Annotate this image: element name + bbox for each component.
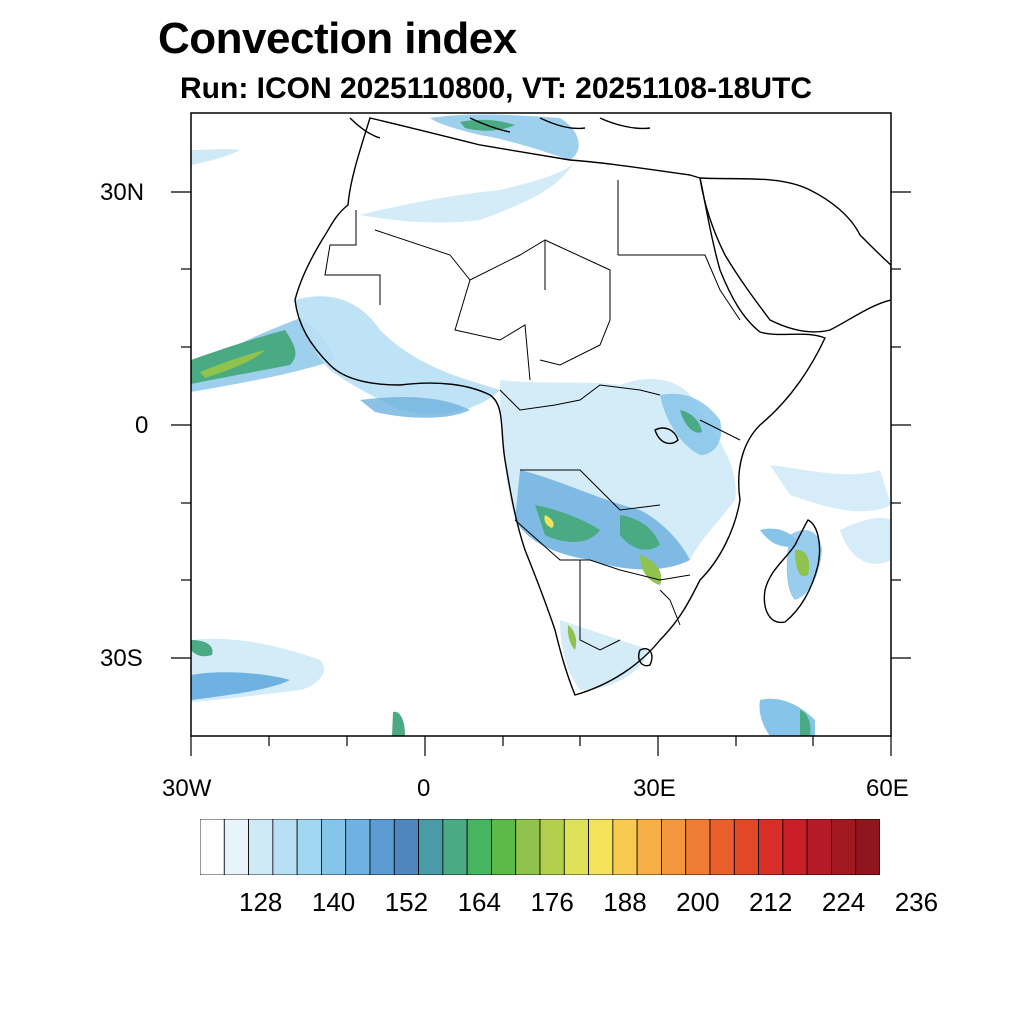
colorbar-swatch — [248, 819, 274, 875]
colorbar-swatch — [369, 819, 395, 875]
lat-label-0: 0 — [135, 412, 149, 439]
colorbar-tick-label: 164 — [457, 887, 501, 917]
borders — [324, 180, 741, 651]
colorbar-swatch — [321, 819, 347, 875]
lon-label-0: 0 — [417, 775, 431, 802]
colorbar-swatch — [831, 819, 857, 875]
colorbar-swatch — [345, 819, 371, 875]
colorbar-tick-label: 188 — [603, 887, 647, 917]
lon-label-30w: 30W — [162, 775, 212, 802]
colorbar-tick-label: 128 — [239, 887, 283, 917]
lon-label-60e: 60E — [866, 775, 909, 802]
colorbar-tick-label: 140 — [311, 887, 356, 917]
colorbar-swatch — [223, 819, 249, 875]
colorbar-tick-label: 236 — [894, 887, 939, 917]
colorbar-swatch — [200, 819, 225, 875]
colorbar-swatch — [393, 819, 419, 875]
lon-label-30e: 30E — [633, 775, 676, 802]
convection-field — [191, 114, 891, 736]
colorbar-swatch — [515, 819, 541, 875]
colorbar-swatch — [563, 819, 589, 875]
lat-label-30s: 30S — [100, 645, 143, 672]
colorbar-tick-label: 152 — [384, 887, 429, 917]
colorbar-tick-label: 212 — [749, 887, 793, 917]
colorbar-swatch — [491, 819, 517, 875]
colorbar-swatch — [733, 819, 759, 875]
colorbar-swatch — [466, 819, 492, 875]
map-subtitle: Run: ICON 2025110800, VT: 20251108-18UTC — [180, 72, 813, 105]
colorbar-swatch — [636, 819, 662, 875]
colorbar-tick-label: 176 — [530, 887, 574, 917]
colorbar-swatch — [539, 819, 565, 875]
colorbar-swatch — [709, 819, 735, 875]
colorbar-swatch — [272, 819, 298, 875]
colorbar-swatch — [685, 819, 711, 875]
map-title: Convection index — [158, 14, 517, 63]
colorbar-swatch — [588, 819, 614, 875]
colorbar-swatch — [782, 819, 808, 875]
axis-ticks — [171, 191, 911, 756]
lat-label-30n: 30N — [100, 179, 145, 206]
colorbar-swatch — [661, 819, 687, 875]
colorbar-swatch — [855, 819, 880, 875]
colorbar-swatch — [612, 819, 638, 875]
colorbar-swatch — [418, 819, 444, 875]
coastlines — [294, 117, 891, 696]
colorbar-tick-label: 200 — [676, 887, 720, 917]
colorbar-swatch — [758, 819, 784, 875]
colorbar-tick-label: 224 — [821, 887, 866, 917]
colorbar-swatch — [806, 819, 832, 875]
colorbar — [200, 819, 880, 875]
colorbar-swatch — [296, 819, 322, 875]
colorbar-swatch — [442, 819, 468, 875]
